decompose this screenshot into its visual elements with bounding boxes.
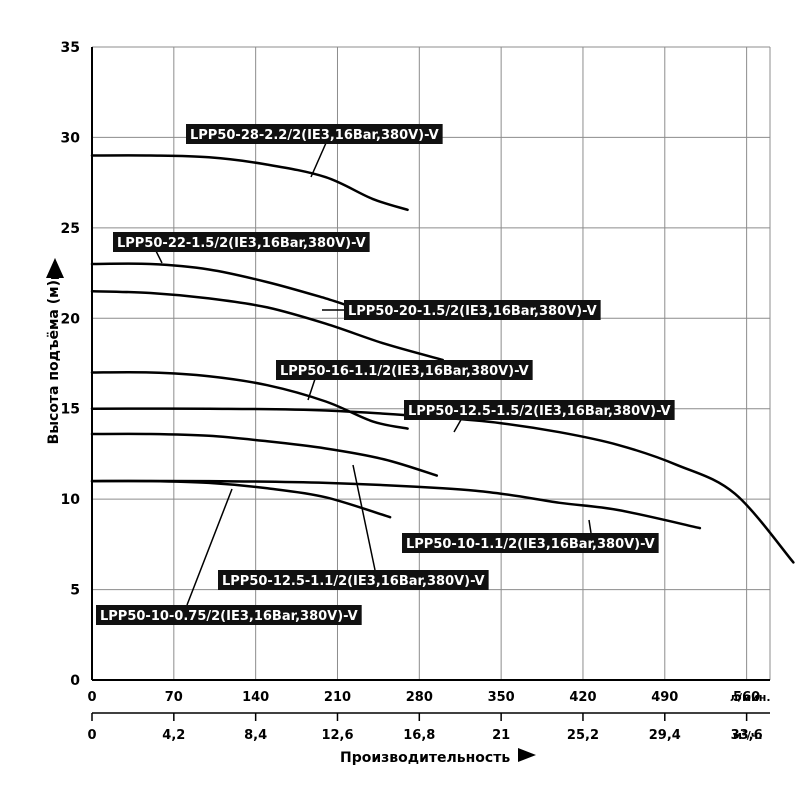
series-label-text: LPP50-28-2.2/2(IE3,16Bar,380V)-V	[190, 128, 439, 143]
series-label-text: LPP50-16-1.1/2(IE3,16Bar,380V)-V	[280, 364, 529, 379]
x-tick-label-m3h: 21	[492, 728, 510, 743]
series-label-text: LPP50-12.5-1.1/2(IE3,16Bar,380V)-V	[222, 574, 485, 589]
series-label-3: LPP50-16-1.1/2(IE3,16Bar,380V)-V	[276, 360, 533, 380]
x-tick-label-lpm: 490	[651, 690, 678, 705]
curves	[90, 154, 795, 564]
series-line-0	[90, 154, 409, 212]
y-axis-title: Высота подъёма (м)	[46, 280, 62, 444]
series-line-2	[90, 289, 444, 362]
series-label-bg	[96, 605, 362, 625]
series-label-1: LPP50-22-1.5/2(IE3,16Bar,380V)-V	[113, 232, 370, 252]
label-leaders	[155, 142, 592, 606]
x-tick-label-lpm: 350	[488, 690, 515, 705]
series-label-6: LPP50-10-1.1/2(IE3,16Bar,380V)-V	[402, 533, 659, 553]
series-label-text: LPP50-20-1.5/2(IE3,16Bar,380V)-V	[348, 304, 597, 319]
x-tick-label-lpm: 560	[733, 690, 760, 705]
series-line-4	[90, 407, 795, 564]
x-tick-label-m3h: 12,6	[321, 728, 353, 743]
y-tick-label: 0	[70, 673, 80, 689]
series-label-bg	[113, 232, 370, 252]
y-tick-label: 5	[70, 583, 80, 599]
series-line-6	[90, 479, 702, 530]
y-tick-label: 30	[61, 130, 81, 146]
x-tick-label-m3h: 25,2	[567, 728, 599, 743]
series-label-text: LPP50-10-0.75/2(IE3,16Bar,380V)-V	[100, 609, 358, 624]
series-labels: LPP50-28-2.2/2(IE3,16Bar,380V)-V LPP50-22…	[96, 124, 675, 625]
x-tick-label-m3h: 29,4	[649, 728, 681, 743]
y-tick-label: 15	[61, 402, 80, 418]
x-tick-label-m3h: 33,6	[731, 728, 763, 743]
x-tick-label-m3h: 16,8	[403, 728, 435, 743]
series-line-7	[90, 479, 392, 519]
x-tick-label-lpm: 210	[324, 690, 351, 705]
series-label-5: LPP50-12.5-1.1/2(IE3,16Bar,380V)-V	[218, 570, 489, 590]
series-label-text: LPP50-22-1.5/2(IE3,16Bar,380V)-V	[117, 236, 366, 251]
series-label-4: LPP50-12.5-1.5/2(IE3,16Bar,380V)-V	[404, 400, 675, 420]
series-label-bg	[404, 400, 675, 420]
y-tick-label: 10	[61, 492, 81, 508]
x-unit-lpm: л/мин.	[730, 691, 771, 704]
series-line-5	[90, 432, 439, 477]
x-tick-label-lpm: 70	[165, 690, 183, 705]
series-label-0: LPP50-28-2.2/2(IE3,16Bar,380V)-V	[186, 124, 443, 144]
series-label-bg	[218, 570, 489, 590]
series-leader-1	[155, 250, 163, 264]
series-line-3	[90, 370, 409, 430]
series-leader-7	[186, 488, 233, 606]
series-label-bg	[276, 360, 533, 380]
series-leader-3	[307, 378, 316, 401]
series-leader-4	[453, 417, 463, 433]
series-label-text: LPP50-10-1.1/2(IE3,16Bar,380V)-V	[406, 537, 655, 552]
x-axis-title: Производительность	[340, 750, 510, 766]
x-tick-label-m3h: 0	[87, 728, 96, 743]
series-label-bg	[344, 300, 601, 320]
series-label-7: LPP50-10-0.75/2(IE3,16Bar,380V)-V	[96, 605, 362, 625]
y-tick-label: 35	[61, 40, 80, 56]
y-axis-arrow-icon	[46, 258, 64, 278]
x-tick-label-lpm: 280	[406, 690, 433, 705]
x-tick-label-lpm: 420	[569, 690, 596, 705]
series-label-2: LPP50-20-1.5/2(IE3,16Bar,380V)-V	[344, 300, 601, 320]
x-tick-label-m3h: 8,4	[244, 728, 267, 743]
x-unit-m3h: м³/ч.	[733, 729, 763, 742]
series-leader-5	[352, 464, 376, 571]
series-label-text: LPP50-12.5-1.5/2(IE3,16Bar,380V)-V	[408, 404, 671, 419]
y-tick-label: 25	[61, 221, 80, 237]
x-tick-label-lpm: 140	[242, 690, 269, 705]
y-tick-label: 20	[61, 311, 81, 327]
series-leader-6	[588, 519, 592, 534]
x-tick-label-m3h: 4,2	[162, 728, 185, 743]
series-leader-0	[310, 142, 327, 178]
series-label-bg	[186, 124, 443, 144]
x-axis-arrow-icon	[518, 748, 536, 762]
series-label-bg	[402, 533, 659, 553]
x-tick-label-lpm: 0	[87, 690, 96, 705]
